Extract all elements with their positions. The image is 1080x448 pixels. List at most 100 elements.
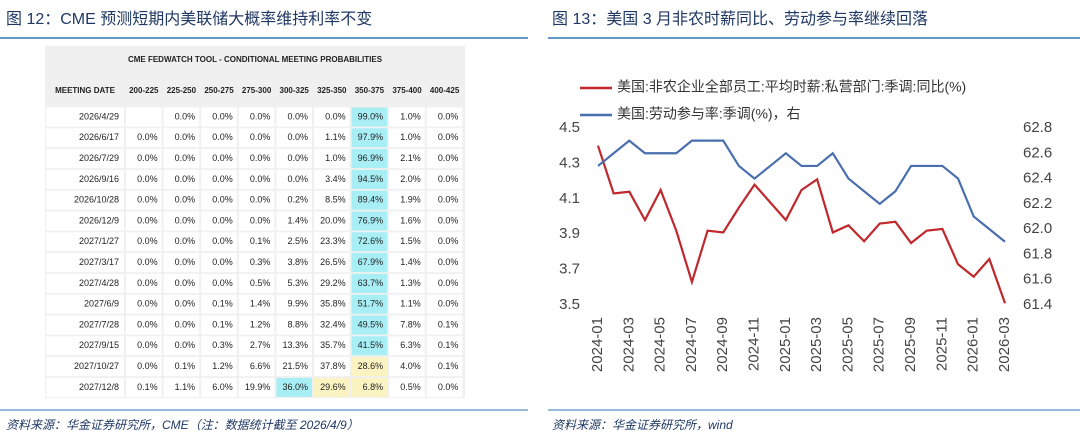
table-cell (238, 273, 275, 293)
meeting-date: 2026/6/17 (79, 132, 119, 142)
table-cell (126, 315, 162, 335)
table-cell (389, 107, 425, 127)
table-cell (46, 128, 124, 148)
table-cell (389, 253, 425, 273)
table-cell (389, 273, 425, 293)
y-tick-label: 4.5 (559, 119, 580, 136)
probability: 37.8% (320, 361, 346, 371)
table-cell (238, 232, 275, 252)
probability: 0.0% (137, 340, 158, 350)
table-cell (426, 294, 463, 314)
table-cell (389, 357, 425, 377)
table-cell (276, 294, 312, 314)
table-cell (276, 253, 312, 273)
table-cell (426, 336, 463, 356)
x-tick-label: 2025-05 (839, 317, 856, 372)
table-cell (389, 336, 425, 356)
x-tick-label: 2024-01 (589, 317, 606, 372)
probability: 8.5% (325, 195, 346, 205)
table-cell (201, 336, 237, 356)
table-cell (276, 232, 312, 252)
probability: 0.0% (137, 257, 158, 267)
table-cell (238, 336, 275, 356)
meeting-date: 2026/7/29 (79, 153, 119, 163)
table-cell (426, 211, 463, 231)
probability: 0.0% (212, 153, 233, 163)
probability: 63.7% (358, 278, 384, 288)
chart-title: 图 13：美国 3 月非农时薪同比、劳动参与率继续回落 (552, 10, 928, 28)
table-cell (163, 377, 200, 397)
table-cell (238, 149, 275, 169)
table-cell (351, 128, 388, 148)
probability: 0.0% (438, 153, 459, 163)
probability: 94.5% (358, 174, 384, 184)
x-tick-label: 2024-05 (652, 317, 669, 372)
probability: 0.0% (287, 174, 308, 184)
table-cell (351, 107, 388, 127)
table-cell (126, 128, 162, 148)
table-cell (276, 357, 312, 377)
table-cell (163, 357, 200, 377)
source: 资料来源：华金证券研究所，wind (552, 418, 733, 432)
probability: 3.8% (287, 257, 308, 267)
table-cell (201, 232, 237, 252)
y2-tick-label: 61.8 (1023, 245, 1052, 262)
probability: 1.2% (250, 319, 271, 329)
table-cell (201, 107, 237, 127)
table-cell (163, 253, 200, 273)
probability: 9.9% (287, 299, 308, 309)
probability: 6.6% (250, 361, 271, 371)
table-cell (46, 253, 124, 273)
probability: 35.7% (320, 340, 346, 350)
y-tick-label: 4.1 (559, 190, 580, 207)
probability: 0.0% (287, 132, 308, 142)
probability: 0.0% (287, 153, 308, 163)
table-cell (389, 211, 425, 231)
y-tick-label: 3.5 (559, 296, 580, 313)
probability: 0.0% (137, 361, 158, 371)
table-cell (351, 149, 388, 169)
probability: 4.0% (400, 361, 421, 371)
table-cell (238, 128, 275, 148)
table-cell (276, 190, 312, 210)
probability: 2.0% (400, 174, 421, 184)
probability: 0.0% (212, 132, 233, 142)
table-cell (163, 107, 200, 127)
probability: 0.3% (212, 340, 233, 350)
probability: 0.2% (287, 195, 308, 205)
probability: 0.3% (250, 257, 271, 267)
table-cell (238, 211, 275, 231)
probability: 19.9% (245, 382, 271, 392)
column-header: MEETING DATE (55, 86, 116, 95)
table-cell (126, 377, 162, 397)
probability: 0.0% (175, 299, 196, 309)
probability: 0.0% (438, 174, 459, 184)
table-cell (314, 336, 350, 356)
probability: 1.0% (400, 111, 421, 121)
table-cell (351, 190, 388, 210)
probability: 1.3% (400, 278, 421, 288)
probability: 1.9% (400, 195, 421, 205)
probability: 0.0% (175, 340, 196, 350)
table-cell (426, 190, 463, 210)
table-cell (426, 315, 463, 335)
probability: 8.8% (287, 319, 308, 329)
probability: 0.0% (438, 132, 459, 142)
legend-label: 美国:非农企业全部员工:平均时薪:私营部门:季调:同比(%) (617, 79, 966, 95)
probability: 1.1% (400, 299, 421, 309)
table-cell (351, 294, 388, 314)
probability: 41.5% (358, 340, 384, 350)
table-cell (126, 232, 162, 252)
table-cell (126, 169, 162, 189)
column-header: 325-350 (317, 86, 347, 95)
probability: 0.0% (438, 236, 459, 246)
table-cell (238, 357, 275, 377)
table-cell (276, 377, 312, 397)
probability: 1.0% (325, 153, 346, 163)
probability: 32.4% (320, 319, 346, 329)
table-cell (201, 128, 237, 148)
probability: 0.1% (438, 361, 459, 371)
probability: 1.1% (325, 132, 346, 142)
table-cell (201, 294, 237, 314)
probability: 6.8% (363, 382, 384, 392)
